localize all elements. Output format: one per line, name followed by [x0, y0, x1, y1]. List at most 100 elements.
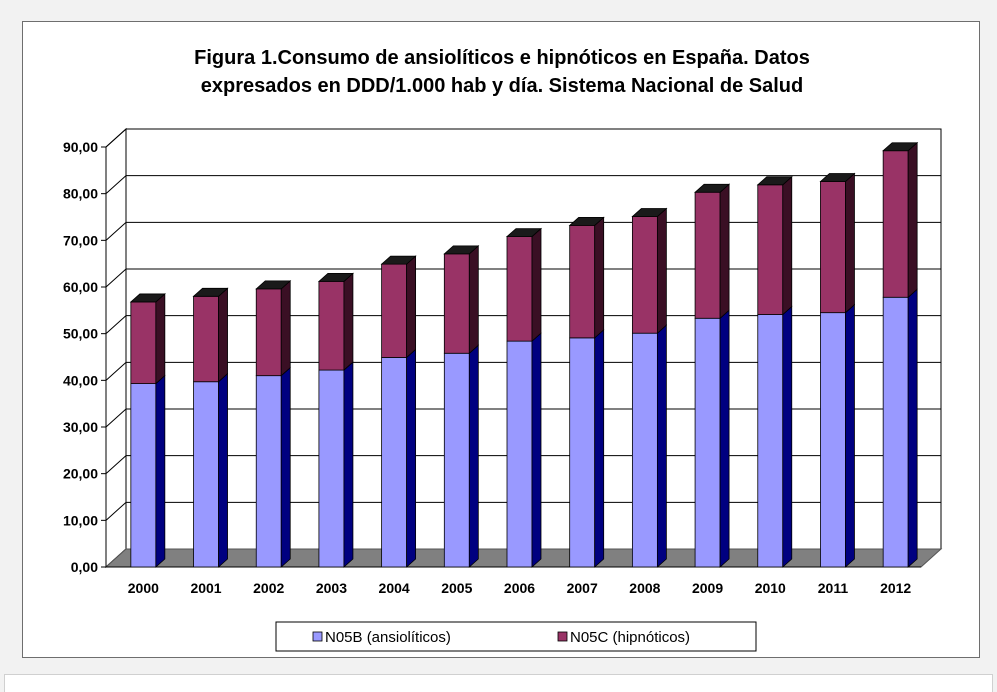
bar-segment-side	[280, 366, 291, 568]
y-tick-label: 20,00	[63, 466, 98, 482]
bar-top	[317, 272, 354, 282]
bar-segment	[882, 296, 909, 568]
bar-segment-side	[782, 305, 793, 568]
bar-segment	[318, 280, 345, 371]
bar-segment-side	[343, 361, 354, 568]
bar-segment	[757, 314, 784, 568]
x-tick-label: 2000	[128, 580, 159, 596]
bar-top	[129, 293, 166, 303]
gridline	[105, 361, 941, 381]
bar-segment	[694, 191, 721, 319]
y-tick-label: 80,00	[63, 186, 98, 202]
chart-title-line-2: expresados en DDD/1.000 hab y día. Siste…	[200, 75, 804, 97]
chart-title-line-1: Figura 1.Consumo de ansiolíticos e hipnó…	[194, 47, 810, 69]
bar-segment-side	[406, 348, 417, 568]
bar-segment	[882, 150, 909, 298]
bar-segment	[506, 340, 533, 568]
x-tick-label: 2008	[629, 580, 660, 596]
bar-segment-side	[218, 372, 228, 568]
chart-side-wall	[105, 127, 127, 569]
bar-top	[631, 208, 668, 217]
bar-segment	[694, 317, 721, 568]
bar-segment-side	[907, 288, 918, 568]
bar-segment	[506, 236, 533, 342]
bar-segment	[569, 337, 596, 568]
bar-top	[505, 228, 543, 238]
bottom-strip	[4, 674, 993, 692]
bar-segment-side	[218, 287, 228, 383]
bar-segment	[193, 381, 219, 568]
bar-top	[756, 176, 793, 186]
bar-segment-side	[719, 309, 730, 568]
bar-top	[568, 216, 605, 226]
bar-segment-side	[280, 279, 291, 377]
gridline	[105, 315, 941, 335]
y-tick-label: 70,00	[63, 232, 98, 248]
gridline	[105, 408, 941, 428]
x-tick-label: 2006	[504, 580, 535, 596]
bar-segment-side	[845, 172, 855, 314]
x-tick-label: 2005	[441, 580, 472, 596]
bar-segment	[255, 288, 282, 377]
bar-segment	[757, 184, 784, 315]
bar-segment-side	[468, 344, 479, 568]
bar-segment	[820, 181, 846, 314]
bar-segment-side	[845, 303, 855, 568]
legend-box	[275, 621, 757, 652]
bar-segment-side	[155, 374, 166, 568]
gridline	[105, 128, 941, 148]
bar-segment	[631, 332, 658, 568]
x-tick-label: 2003	[316, 580, 347, 596]
bar-segment	[193, 295, 219, 383]
bar-segment	[381, 263, 408, 358]
bar-segment	[443, 253, 470, 354]
legend-swatch	[557, 631, 568, 642]
y-tick-label: 10,00	[63, 512, 98, 528]
stacked-bar-chart: 0,00 10,00 20,00 30,00 40,00 50,00 60,00 70,00 8…	[63, 127, 943, 652]
bar-segment-side	[343, 272, 354, 371]
gridline	[105, 501, 941, 521]
x-tick-label: 2012	[880, 580, 911, 596]
bar-segment-side	[907, 141, 918, 299]
bar-top	[694, 183, 731, 193]
x-tick-label: 2011	[818, 580, 849, 596]
bar-segment-side	[155, 293, 166, 385]
gridline	[105, 221, 941, 241]
bar-segment-side	[468, 244, 479, 355]
y-tick-label: 60,00	[63, 279, 98, 295]
bar-segment	[820, 312, 846, 568]
legend-swatch	[312, 631, 323, 642]
bar-segment	[318, 369, 345, 568]
bar-segment-side	[719, 183, 730, 320]
bar-segment	[569, 224, 596, 339]
gridline	[105, 455, 941, 475]
legend-label: N05C (hipnóticos)	[570, 629, 690, 646]
x-tick-label: 2004	[379, 580, 410, 596]
y-tick-label: 30,00	[63, 419, 98, 435]
bar-top	[819, 173, 856, 182]
bar-segment	[255, 375, 282, 568]
bar-top	[192, 287, 229, 297]
bar-segment	[130, 301, 157, 384]
bar-top	[882, 142, 919, 152]
y-tick-label: 0,00	[71, 559, 98, 575]
x-tick-label: 2007	[567, 580, 598, 596]
bar-segment-side	[406, 255, 417, 359]
bar-top	[443, 245, 480, 255]
bar-segment-side	[656, 324, 667, 568]
y-tick-label: 50,00	[63, 326, 98, 342]
y-tick-label: 90,00	[63, 139, 98, 155]
bar-segment	[631, 216, 658, 334]
chart-panel: Figura 1.Consumo de ansiolíticos e hipnó…	[22, 21, 980, 658]
x-tick-label: 2001	[190, 580, 221, 596]
bar-segment	[130, 383, 157, 568]
y-tick-label: 40,00	[63, 372, 98, 388]
bar-segment	[443, 352, 470, 568]
gridline	[105, 175, 941, 195]
bar-segment-side	[531, 227, 542, 343]
chart-title: Figura 1.Consumo de ansiolíticos e hipnó…	[23, 44, 981, 100]
bar-top	[380, 255, 417, 265]
bar-top	[255, 280, 292, 290]
bar-segment-side	[594, 216, 605, 339]
bar-segment	[381, 357, 408, 568]
